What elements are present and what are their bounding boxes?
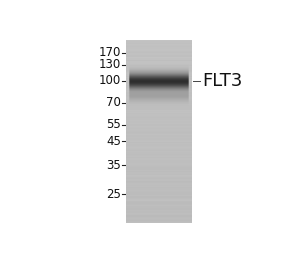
Text: 100: 100 [99,74,121,87]
Text: 55: 55 [106,118,121,131]
Text: 25: 25 [106,188,121,201]
Text: 45: 45 [106,135,121,148]
Text: FLT3: FLT3 [202,72,243,90]
Text: 170: 170 [98,46,121,59]
Text: 130: 130 [99,58,121,71]
Text: 70: 70 [106,96,121,110]
Text: 35: 35 [106,159,121,172]
